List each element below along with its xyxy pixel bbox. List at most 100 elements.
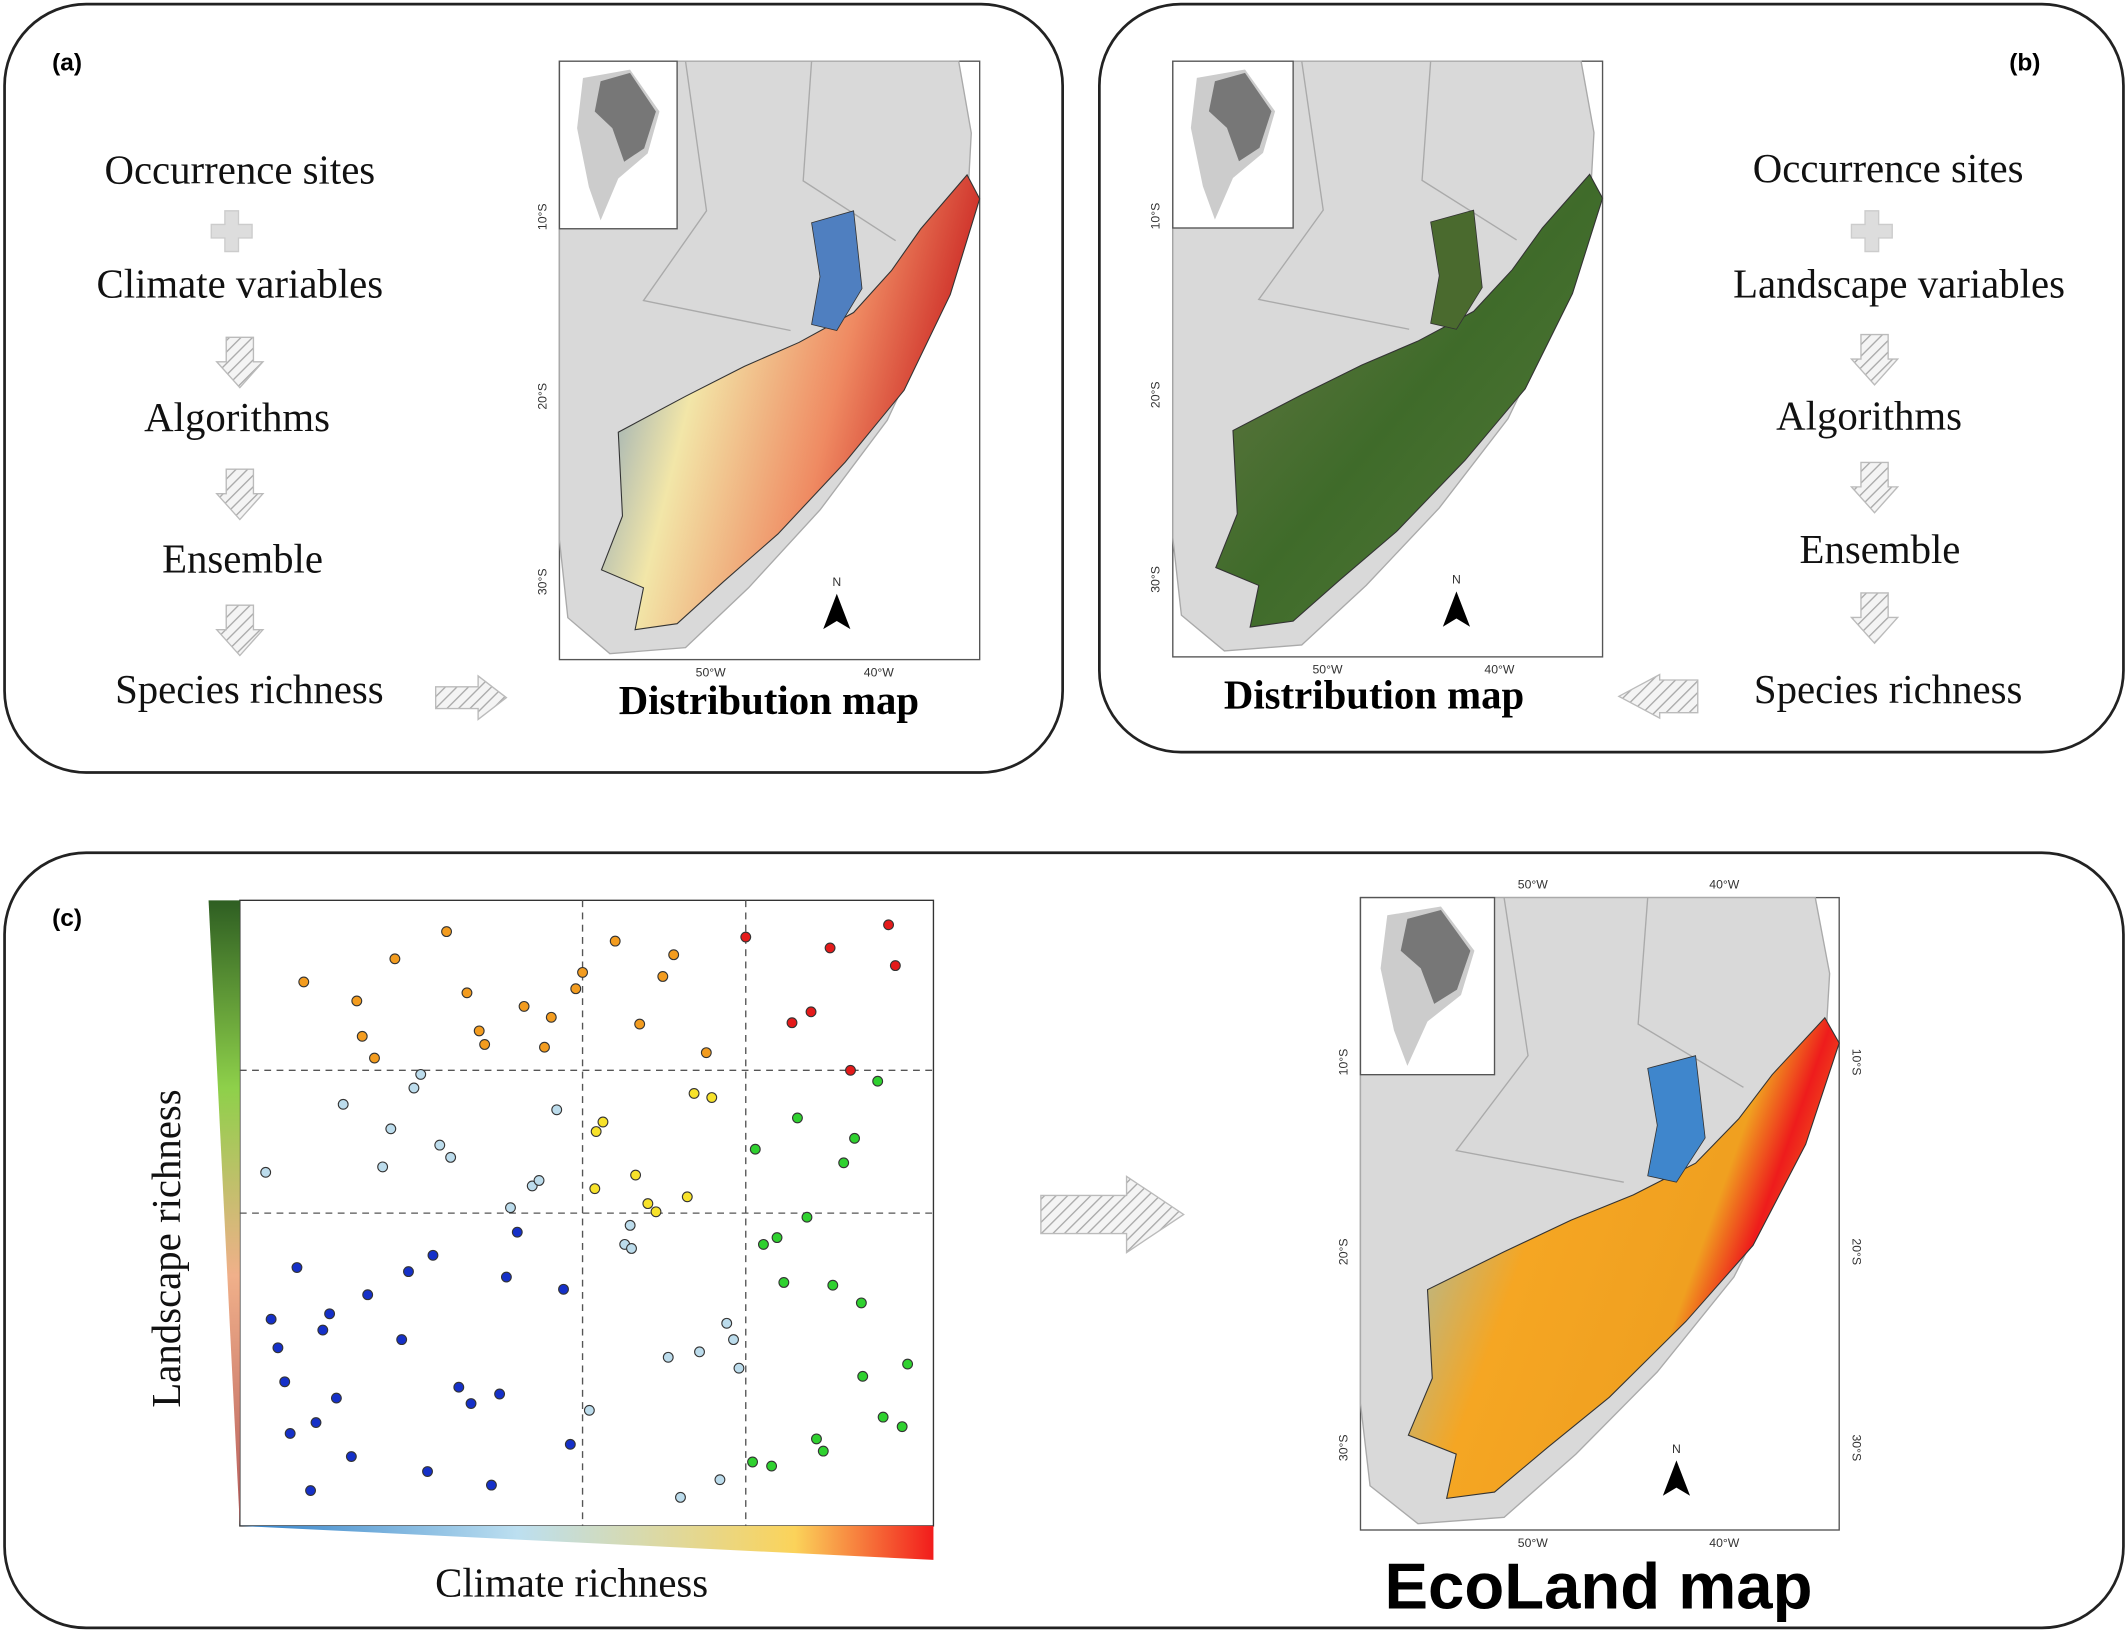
lat-label: 30°S bbox=[1149, 566, 1163, 593]
map: 10°S 20°S 30°S 50°W 40°W N bbox=[535, 60, 981, 679]
north-arrow bbox=[1662, 1460, 1691, 1496]
point bbox=[668, 949, 680, 961]
borders bbox=[642, 61, 791, 332]
climate-gradient bbox=[239, 1525, 934, 1560]
map: 10°S 20°S 30°S 50°W 40°W N bbox=[1149, 60, 1604, 677]
point bbox=[630, 1169, 642, 1181]
lon-label: 50°W bbox=[1312, 663, 1343, 677]
point bbox=[700, 1047, 712, 1059]
point bbox=[272, 1342, 284, 1354]
point bbox=[583, 1404, 595, 1416]
map-title: EcoLand map bbox=[1385, 1549, 1813, 1622]
point bbox=[570, 983, 582, 995]
point bbox=[330, 1392, 342, 1404]
point bbox=[747, 1456, 759, 1468]
point bbox=[733, 1362, 745, 1374]
point bbox=[706, 1092, 718, 1103]
point bbox=[545, 1011, 557, 1023]
patch bbox=[1647, 1055, 1706, 1183]
point bbox=[786, 1017, 798, 1029]
lon-label: 40°W bbox=[864, 665, 895, 679]
point bbox=[345, 1451, 357, 1463]
point bbox=[558, 1283, 569, 1295]
point bbox=[681, 1191, 693, 1203]
point bbox=[889, 960, 901, 972]
point bbox=[453, 1381, 465, 1393]
down-arrow bbox=[215, 336, 265, 389]
down-arrow bbox=[1849, 333, 1900, 386]
point bbox=[310, 1417, 322, 1429]
point bbox=[396, 1334, 408, 1346]
point bbox=[441, 926, 452, 938]
point bbox=[284, 1428, 296, 1439]
point bbox=[389, 953, 401, 965]
point bbox=[805, 1006, 817, 1018]
point bbox=[721, 1317, 733, 1329]
point bbox=[662, 1351, 674, 1363]
point bbox=[564, 1438, 576, 1450]
point bbox=[778, 1277, 790, 1288]
borders bbox=[1455, 897, 1624, 1183]
point bbox=[766, 1460, 778, 1472]
point bbox=[855, 1297, 867, 1309]
plus-icon bbox=[210, 210, 253, 253]
lon-label: 40°W bbox=[1709, 878, 1740, 892]
north-label: N bbox=[1452, 573, 1461, 587]
point bbox=[279, 1376, 291, 1388]
point bbox=[838, 1157, 850, 1169]
lat-label: 30°S bbox=[1336, 1434, 1350, 1461]
point bbox=[551, 1104, 563, 1116]
lat-label: 30°S bbox=[535, 568, 549, 595]
lat-label: 10°S bbox=[1336, 1049, 1350, 1076]
point bbox=[896, 1421, 908, 1433]
lat-label: 30°S bbox=[1849, 1434, 1863, 1461]
point bbox=[597, 1116, 609, 1128]
point bbox=[740, 931, 752, 943]
point bbox=[539, 1041, 550, 1053]
point bbox=[260, 1166, 272, 1178]
point bbox=[479, 1039, 491, 1050]
lon-label: 50°W bbox=[696, 665, 727, 679]
lat-label: 20°S bbox=[1149, 381, 1163, 408]
borders bbox=[1257, 61, 1410, 330]
point bbox=[473, 1025, 485, 1037]
point bbox=[305, 1485, 316, 1497]
point bbox=[728, 1334, 739, 1346]
point bbox=[422, 1466, 433, 1477]
lon-label: 40°W bbox=[1484, 663, 1515, 677]
map-title: Distribution map bbox=[619, 678, 919, 723]
point bbox=[857, 1370, 869, 1382]
point bbox=[356, 1030, 368, 1042]
north-arrow bbox=[1442, 591, 1471, 627]
step: Climate variables bbox=[97, 262, 384, 307]
point bbox=[883, 919, 895, 931]
panel-label: (a) bbox=[52, 49, 82, 76]
point bbox=[642, 1198, 654, 1210]
point bbox=[465, 1398, 477, 1409]
point bbox=[377, 1161, 389, 1173]
step: Ensemble bbox=[162, 536, 323, 581]
point bbox=[626, 1243, 637, 1254]
patch bbox=[1430, 209, 1483, 330]
class-dividers bbox=[239, 900, 934, 1526]
point bbox=[902, 1358, 914, 1370]
x-axis-label: Climate richness bbox=[435, 1560, 708, 1605]
point bbox=[688, 1088, 700, 1099]
maps: 10°S 20°S 30°S 50°W 40°W N 10°S 20°S 30°S 50°W 40°… bbox=[535, 60, 1863, 1550]
point bbox=[324, 1308, 336, 1320]
point bbox=[749, 1143, 761, 1155]
scatter-points bbox=[260, 919, 914, 1503]
lat-label: 10°S bbox=[1849, 1049, 1863, 1076]
point bbox=[590, 1126, 602, 1137]
point bbox=[827, 1279, 839, 1291]
north-label: N bbox=[1672, 1442, 1681, 1456]
point bbox=[461, 987, 473, 999]
point bbox=[434, 1139, 446, 1151]
point bbox=[845, 1064, 856, 1076]
step: Algorithms bbox=[144, 395, 330, 440]
inset-brazil bbox=[1400, 909, 1471, 1004]
point bbox=[824, 942, 836, 954]
point bbox=[415, 1068, 427, 1080]
inset-brazil bbox=[594, 72, 656, 162]
point bbox=[385, 1123, 397, 1135]
